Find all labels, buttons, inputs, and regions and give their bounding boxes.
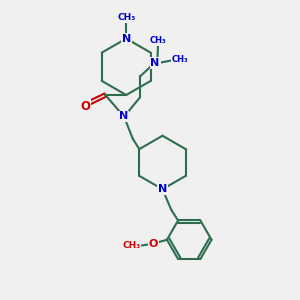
Text: O: O [149, 239, 158, 249]
Text: CH₃: CH₃ [172, 56, 189, 64]
Text: N: N [119, 111, 128, 122]
Text: N: N [158, 184, 167, 194]
Text: O: O [80, 100, 91, 113]
Text: N: N [150, 58, 160, 68]
Text: CH₃: CH₃ [122, 241, 140, 250]
Text: N: N [122, 34, 131, 44]
Text: CH₃: CH₃ [150, 36, 166, 45]
Text: CH₃: CH₃ [117, 13, 135, 22]
